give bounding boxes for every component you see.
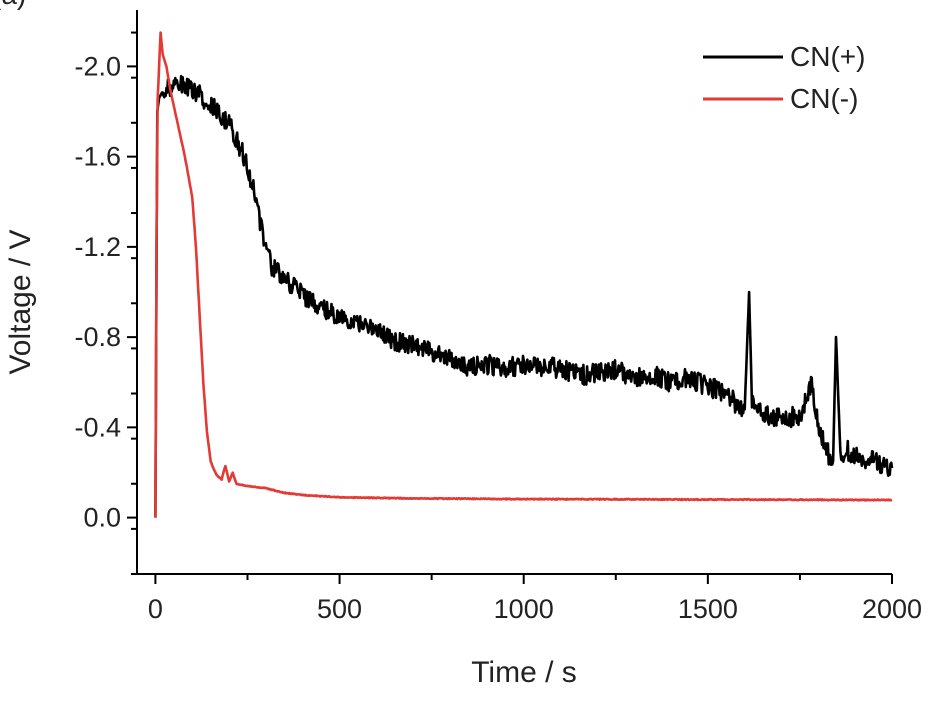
series-line-cn [154,74,894,518]
x-tick-label: 500 [317,594,362,624]
x-tick-label: 1000 [494,594,554,624]
x-axis-title: Time / s [471,656,577,689]
y-tick-label: -0.8 [74,322,121,352]
y-tick-label: -1.2 [74,232,121,262]
x-tick-label: 1500 [678,594,738,624]
y-tick-label: 0.0 [83,503,121,533]
y-tick-label: -2.0 [74,51,121,81]
legend: CN(+) CN(-) [703,41,865,114]
axes: 0 500 1000 1500 2000 0.0 -0.4 -0.8 -1.2 -1.6 -2.0 [74,10,922,624]
x-tick-label: 0 [148,594,163,624]
legend-label-cn: CN(-) [790,83,858,114]
x-tick-label: 2000 [862,594,922,624]
plot-area [154,31,894,518]
y-axis-title: Voltage / V [4,229,37,374]
series-line-cn [154,31,893,518]
y-tick-label: -1.6 [74,142,121,172]
legend-label-cn: CN(+) [790,41,865,72]
y-tick-label: -0.4 [74,412,121,442]
panel-label: (a) [0,0,26,10]
